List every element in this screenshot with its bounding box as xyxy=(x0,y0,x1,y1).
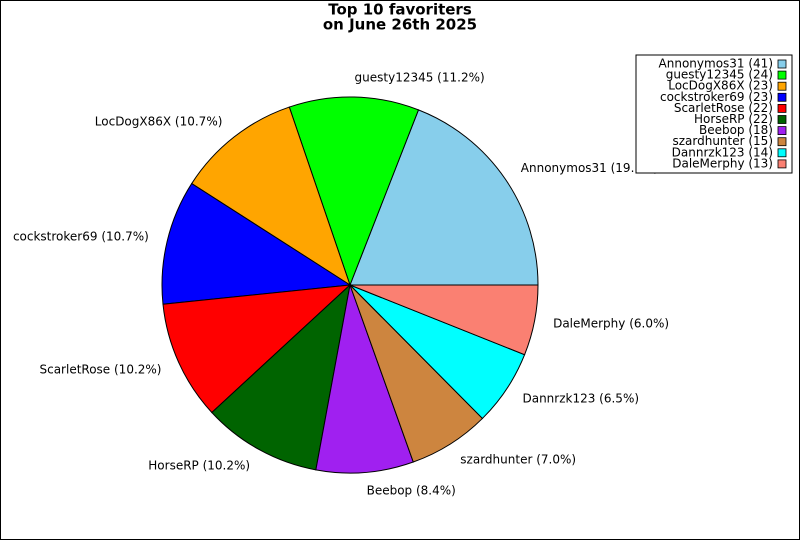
legend-swatch xyxy=(777,81,787,91)
legend-label: HorseRP (22) xyxy=(694,112,773,126)
legend-swatch xyxy=(777,104,787,113)
legend-swatch xyxy=(777,137,787,147)
legend-label: guesty12345 (24) xyxy=(666,68,773,82)
legend-swatch xyxy=(777,59,787,69)
legend-swatch xyxy=(777,70,787,80)
pie-slice xyxy=(191,106,351,287)
slice-label: HorseRP (10.2%) xyxy=(148,459,250,473)
legend-label: Annonymos31 (41) xyxy=(659,57,773,71)
slice-label: Beebop (8.4%) xyxy=(367,484,456,498)
pie-slice xyxy=(161,182,352,305)
legend-label: DaleMerphy (13) xyxy=(672,156,773,170)
slice-label: cockstroker69 (10.7%) xyxy=(13,230,149,244)
pie-slice xyxy=(162,284,352,414)
chart-title: on June 26th 2025 xyxy=(323,16,477,34)
legend-swatch xyxy=(777,115,787,124)
legend-label: Dannrzk123 (14) xyxy=(672,145,773,159)
slice-label: szardhunter (7.0%) xyxy=(460,452,576,466)
pie-slice xyxy=(349,109,539,286)
slice-label: ScarletRose (10.2%) xyxy=(39,363,161,377)
legend-label: Beebop (18) xyxy=(699,123,773,137)
legend-swatch xyxy=(777,148,787,158)
chart-title: Top 10 favoriters xyxy=(328,1,472,19)
pie-slice xyxy=(288,96,420,287)
legend-label: cockstroker69 (23) xyxy=(660,90,773,104)
slice-label: Dannrzk123 (6.5%) xyxy=(522,392,639,406)
slice-label: LocDogX86X (10.7%) xyxy=(95,115,223,129)
legend-swatch xyxy=(777,92,787,102)
pie-slice xyxy=(211,283,351,471)
pie-slice xyxy=(315,283,414,474)
slice-label: DaleMerphy (6.0%) xyxy=(553,317,669,331)
legend-box xyxy=(635,54,793,174)
pie-slice xyxy=(349,284,539,356)
legend-swatch xyxy=(777,126,787,135)
legend-label: LocDogX86X (23) xyxy=(668,79,773,93)
legend-label: szardhunter (15) xyxy=(672,134,773,148)
legend-label: ScarletRose (22) xyxy=(674,101,773,115)
slice-label: Annonymos31 (19.1%) xyxy=(521,161,658,175)
legend-swatch xyxy=(777,159,787,169)
slice-label: guesty12345 (11.2%) xyxy=(355,71,485,85)
